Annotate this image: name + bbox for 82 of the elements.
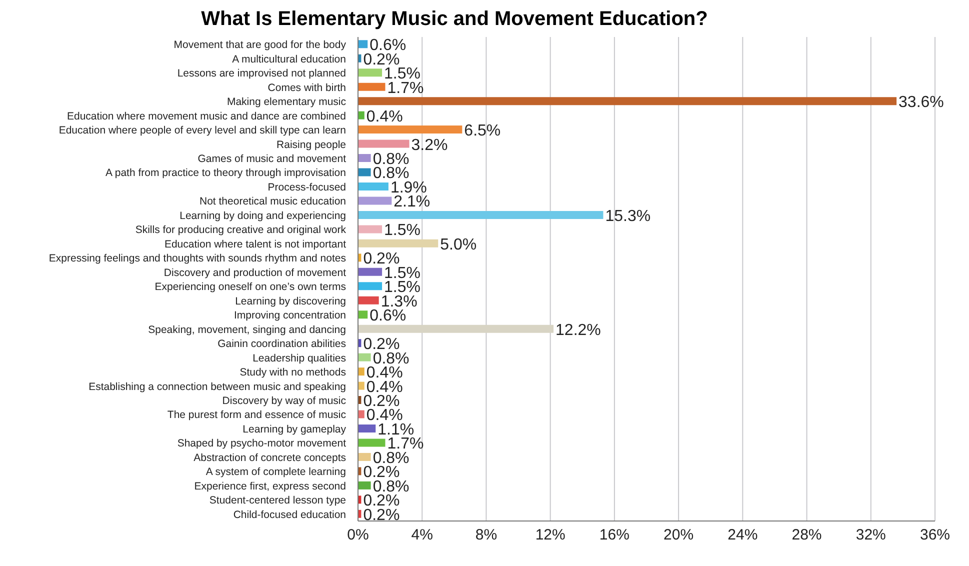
y-tick-label: Improving concentration <box>234 310 346 322</box>
y-tick-label: Raising people <box>276 138 346 151</box>
x-tick-label: 4% <box>411 526 433 544</box>
y-tick-label: Comes with birth <box>268 82 346 94</box>
bar <box>358 40 368 48</box>
data-label: 6.5% <box>464 122 501 140</box>
y-tick-label: Child-focused education <box>233 508 346 521</box>
data-label: 0.4% <box>366 108 403 126</box>
data-label: 33.6% <box>898 94 944 112</box>
bar <box>358 82 386 91</box>
bar <box>358 268 382 276</box>
data-label: 0.6% <box>370 308 406 325</box>
y-tick-label: Discovery and production of movement <box>164 266 346 279</box>
y-tick-label: Process-focused <box>268 181 346 194</box>
x-tick-label: 28% <box>792 526 822 544</box>
y-tick-label: Learning by gameplay <box>242 423 347 436</box>
y-tick-label: Learning by discovering <box>235 295 346 308</box>
x-tick-label: 0% <box>347 526 369 544</box>
y-tick-label: Gainin coordination abilities <box>218 338 346 350</box>
y-tick-label: A multicultural education <box>232 53 346 66</box>
y-tick-label: Skills for producing creative and original work <box>135 224 347 236</box>
bar <box>358 239 438 248</box>
y-tick-label: The purest form and essence of music <box>167 409 346 422</box>
y-tick-label: Lessons are improvised not planned <box>177 68 346 80</box>
bar <box>358 126 462 134</box>
bar <box>358 282 382 290</box>
chart-title: What Is Elementary Music and Movement Education? <box>200 8 709 31</box>
y-tick-label: A path from practice to theory through improvisation <box>106 167 346 180</box>
y-tick-label: Expressing feelings and thoughts with sounds rhythm and notes <box>48 252 346 265</box>
x-tick-label: 20% <box>664 526 694 544</box>
y-tick-label: Making elementary music <box>226 96 346 108</box>
bar <box>358 68 382 77</box>
y-tick-label: Establishing a connection between music and speaking <box>88 380 346 393</box>
x-tick-label: 16% <box>599 526 630 544</box>
y-tick-label: Education where people of every level and skill type can learn <box>58 124 346 137</box>
y-tick-label: Speaking, movement, singing and dancing <box>148 324 346 336</box>
data-label: 12.2% <box>556 322 601 339</box>
data-label: 1.5% <box>384 222 421 240</box>
y-tick-label: Discovery by way of music <box>222 395 346 407</box>
bar <box>358 97 897 106</box>
bar <box>358 111 364 120</box>
x-tick-label: 32% <box>856 526 886 544</box>
y-tick-label: Education where movement music and dance are combined <box>67 110 346 122</box>
y-tick-label: Leadership qualities <box>252 352 346 364</box>
bar <box>358 196 392 205</box>
bar <box>358 154 371 162</box>
bar <box>358 353 371 362</box>
bar <box>358 368 364 376</box>
bar <box>358 382 364 390</box>
bar <box>358 296 379 304</box>
bar <box>358 182 388 190</box>
x-tick-label: 24% <box>728 526 758 544</box>
bar <box>358 225 382 234</box>
y-tick-label: Shaped by psycho-motor movement <box>177 438 346 450</box>
y-tick-label: Student-centered lesson type <box>209 494 346 507</box>
bar <box>358 424 376 432</box>
x-tick-label: 36% <box>920 526 950 544</box>
x-tick-label: 12% <box>535 526 566 544</box>
bar <box>358 324 554 333</box>
bar <box>358 410 364 418</box>
y-tick-label: Experience first, express second <box>194 480 346 492</box>
y-tick-label: Education where talent is not important <box>164 238 346 250</box>
bar <box>358 140 410 148</box>
y-tick-label: Learning by doing and experiencing <box>180 210 346 222</box>
data-label: 2.1% <box>394 194 430 211</box>
bar <box>358 310 368 319</box>
y-tick-label: Not theoretical music education <box>200 196 346 208</box>
x-tick-label: 8% <box>475 526 498 544</box>
y-tick-label: Movement that are good for the body <box>174 39 347 52</box>
bar <box>358 210 604 219</box>
bar <box>358 438 386 447</box>
data-label: 15.3% <box>605 208 651 225</box>
bar <box>358 168 371 176</box>
y-tick-label: Experiencing oneself on one’s own terms <box>154 281 346 294</box>
data-label: 3.2% <box>411 136 448 154</box>
y-tick-label: Abstraction of concrete concepts <box>194 452 346 464</box>
bar <box>358 452 371 461</box>
data-label: 5.0% <box>440 236 477 254</box>
y-tick-label: Games of music and movement <box>198 153 346 165</box>
y-tick-label: Study with no methods <box>240 366 346 379</box>
bar <box>358 481 371 490</box>
y-tick-label: A system of complete learning <box>206 466 346 478</box>
